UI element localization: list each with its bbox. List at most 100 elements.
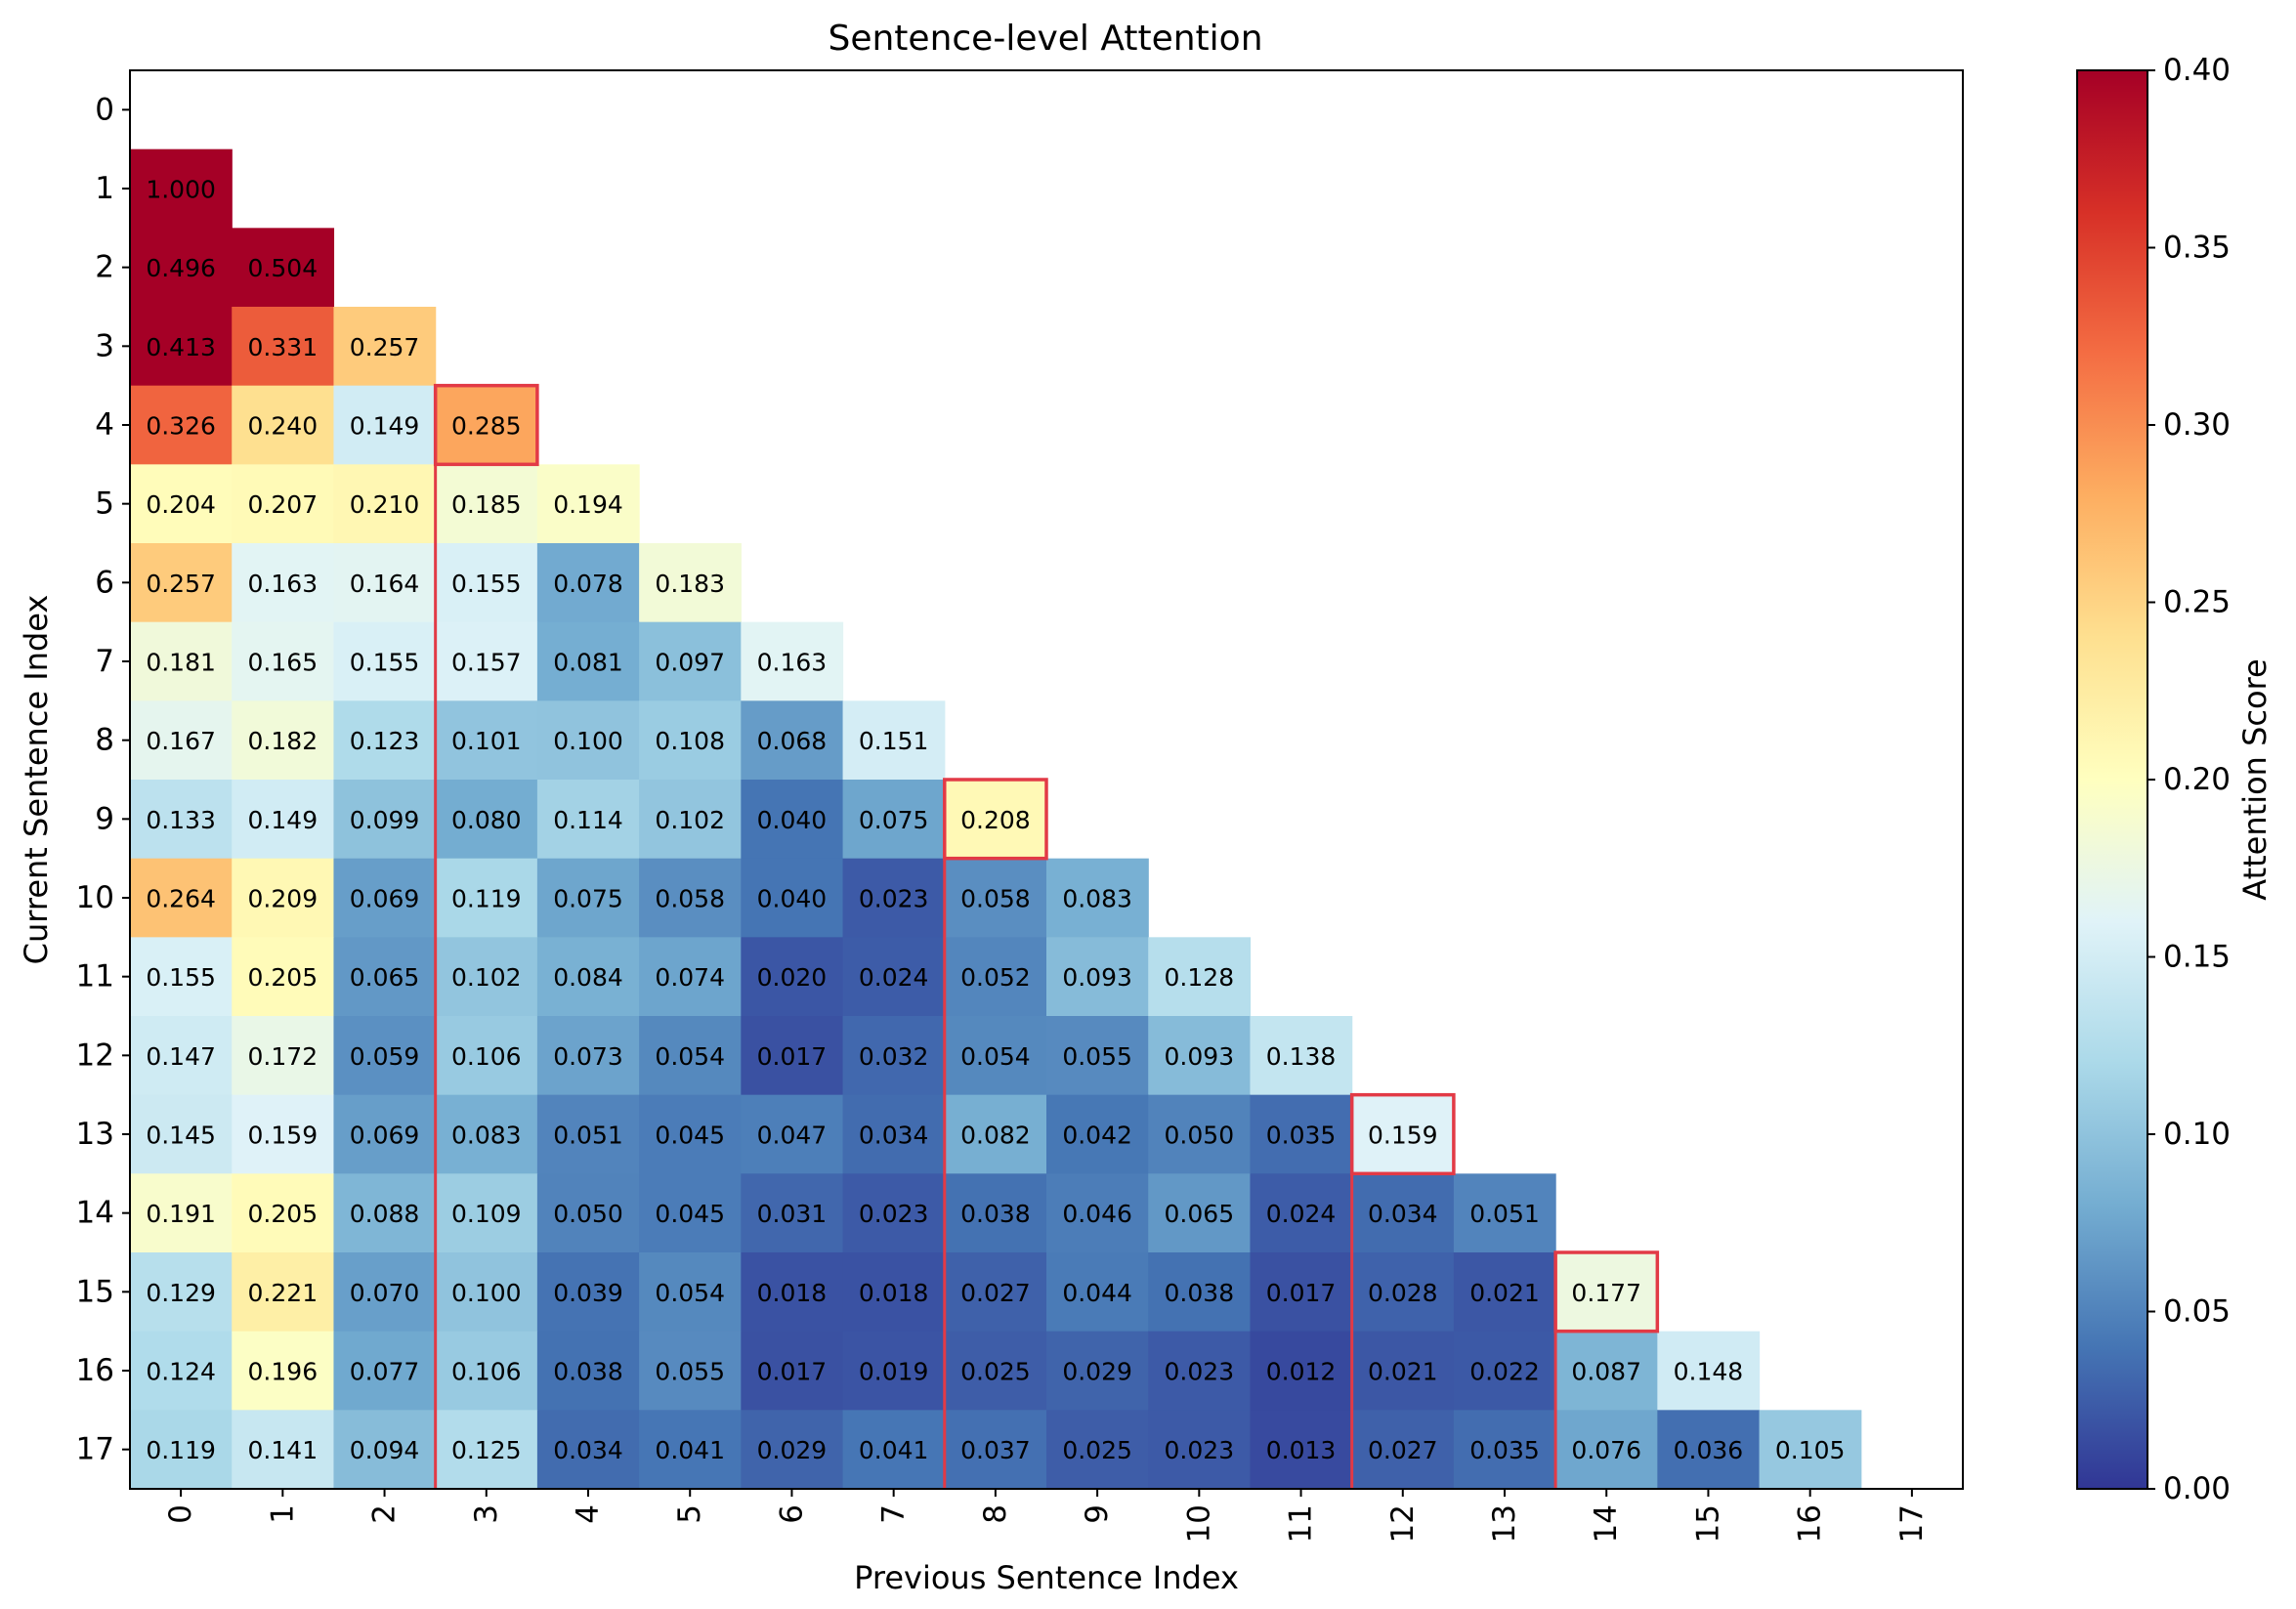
colorbar-tick-label-0.30: 0.30 — [2163, 407, 2231, 443]
heatmap-cell-r17-c16 — [1759, 1410, 1862, 1490]
cell-value-r6-c5: 0.183 — [655, 570, 725, 598]
cell-value-r8-c1: 0.182 — [248, 727, 319, 755]
cell-value-r17-c6: 0.029 — [757, 1436, 828, 1464]
heatmap-cell-r15-c0 — [130, 1252, 233, 1333]
heatmap-cell-r6-c0 — [130, 543, 233, 623]
colorbar-tick-label-0.35: 0.35 — [2163, 231, 2231, 266]
y-tick-label-2: 2 — [95, 250, 114, 285]
cell-value-r16-c13: 0.022 — [1469, 1358, 1540, 1386]
cell-value-r8-c7: 0.151 — [859, 727, 929, 755]
colorbar-tick-label-0.10: 0.10 — [2163, 1117, 2231, 1152]
cell-value-r3-c1: 0.331 — [248, 333, 319, 361]
cell-value-r15-c12: 0.028 — [1368, 1279, 1438, 1307]
cell-value-r13-c4: 0.051 — [553, 1122, 623, 1150]
heatmap-cell-r16-c11 — [1250, 1331, 1353, 1411]
plot-frame — [129, 69, 1964, 1490]
heatmap-cell-r5-c0 — [130, 464, 233, 544]
x-tick-label-15: 15 — [1690, 1504, 1725, 1543]
heatmap-cell-r13-c2 — [333, 1094, 437, 1174]
chart-title: Sentence-level Attention — [828, 19, 1262, 59]
cell-value-r14-c7: 0.023 — [859, 1200, 929, 1228]
cell-value-r10-c1: 0.209 — [248, 885, 319, 913]
heatmap-cell-r10-c3 — [435, 858, 538, 938]
x-tick-label-1: 1 — [265, 1504, 300, 1524]
heatmap-cell-r15-c13 — [1453, 1252, 1556, 1333]
cell-value-r17-c8: 0.037 — [960, 1436, 1031, 1464]
cell-value-r12-c2: 0.059 — [350, 1042, 420, 1071]
cell-value-r15-c2: 0.070 — [350, 1279, 420, 1307]
heatmap-cell-r12-c7 — [842, 1016, 946, 1096]
cell-value-r8-c2: 0.123 — [350, 727, 420, 755]
cell-value-r7-c3: 0.157 — [451, 649, 522, 677]
y-tick-label-13: 13 — [76, 1117, 114, 1152]
cell-value-r13-c11: 0.035 — [1266, 1122, 1337, 1150]
heatmap-cell-r7-c5 — [639, 621, 742, 701]
heatmap-cell-r5-c3 — [435, 464, 538, 544]
heatmap-cell-r12-c0 — [130, 1016, 233, 1096]
heatmap-cell-r10-c5 — [639, 858, 742, 938]
heatmap-cell-r12-c8 — [944, 1016, 1047, 1096]
heatmap-cell-r14-c0 — [130, 1173, 233, 1253]
heatmap-cell-r15-c12 — [1351, 1252, 1455, 1333]
heatmap-cell-r11-c10 — [1148, 937, 1252, 1017]
y-tick-label-3: 3 — [95, 328, 114, 363]
cell-value-r5-c1: 0.207 — [248, 490, 319, 519]
cell-value-r16-c5: 0.055 — [655, 1358, 725, 1386]
cell-value-r9-c3: 0.080 — [451, 806, 522, 834]
heatmap-cell-r17-c11 — [1250, 1410, 1353, 1490]
cell-value-r9-c1: 0.149 — [248, 806, 319, 834]
x-tick-label-4: 4 — [571, 1504, 606, 1524]
colorbar — [2076, 69, 2148, 1490]
heatmap-cell-r16-c5 — [639, 1331, 742, 1411]
heatmap-cell-r13-c5 — [639, 1094, 742, 1174]
heatmap-cell-r8-c1 — [232, 700, 335, 781]
heatmap-cell-r14-c1 — [232, 1173, 335, 1253]
x-axis-ticks: 0 1 2 3 4 5 6 7 8 9 10 11 12 13 14 15 16 17 — [163, 1489, 1930, 1543]
heatmap-cell-r11-c3 — [435, 937, 538, 1017]
heatmap-cell-r11-c2 — [333, 937, 437, 1017]
cell-value-r12-c1: 0.172 — [248, 1042, 319, 1071]
cell-value-r16-c2: 0.077 — [350, 1358, 420, 1386]
cell-value-r8-c6: 0.068 — [757, 727, 828, 755]
cell-value-r5-c2: 0.210 — [350, 490, 420, 519]
cell-value-r11-c5: 0.074 — [655, 963, 725, 992]
cell-value-r16-c9: 0.029 — [1062, 1358, 1132, 1386]
x-tick-label-17: 17 — [1894, 1504, 1930, 1543]
heatmap-cell-r9-c1 — [232, 780, 335, 860]
y-tick-label-6: 6 — [95, 565, 114, 600]
heatmap-cell-r17-c14 — [1555, 1410, 1658, 1490]
cell-value-r11-c4: 0.084 — [553, 963, 623, 992]
x-tick-label-9: 9 — [1080, 1504, 1115, 1524]
cell-value-r12-c8: 0.054 — [960, 1042, 1031, 1071]
cell-value-r16-c1: 0.196 — [248, 1358, 319, 1386]
cell-value-r9-c2: 0.099 — [350, 806, 420, 834]
cell-value-r14-c1: 0.205 — [248, 1200, 319, 1228]
cell-value-r12-c9: 0.055 — [1062, 1042, 1132, 1071]
heatmap-cell-r6-c1 — [232, 543, 335, 623]
heatmap-cell-r9-c8 — [944, 780, 1047, 860]
cell-value-r13-c6: 0.047 — [757, 1122, 828, 1150]
heatmap-cell-r13-c11 — [1250, 1094, 1353, 1174]
heatmap-cell-r3-c2 — [333, 307, 437, 387]
heatmap-cell-r14-c11 — [1250, 1173, 1353, 1253]
heatmap-cell-r15-c11 — [1250, 1252, 1353, 1333]
heatmap-cells: 1.000 0.496 0.504 0.413 0.331 0.257 0.326 0.240… — [130, 148, 1862, 1490]
cell-value-r7-c2: 0.155 — [350, 649, 420, 677]
x-tick-label-10: 10 — [1181, 1504, 1216, 1543]
heatmap-cell-r7-c4 — [536, 621, 640, 701]
heatmap-cell-r8-c2 — [333, 700, 437, 781]
heatmap-cell-r16-c12 — [1351, 1331, 1455, 1411]
heatmap-cell-r14-c9 — [1046, 1173, 1149, 1253]
cell-value-r11-c2: 0.065 — [350, 963, 420, 992]
heatmap-cell-r11-c9 — [1046, 937, 1149, 1017]
cell-value-r4-c1: 0.240 — [248, 412, 319, 441]
cell-value-r15-c3: 0.100 — [451, 1279, 522, 1307]
cell-value-r8-c0: 0.167 — [146, 727, 216, 755]
x-axis-label: Previous Sentence Index — [854, 1559, 1239, 1596]
heatmap-cell-r11-c7 — [842, 937, 946, 1017]
heatmap-cell-r8-c7 — [842, 700, 946, 781]
heatmap-cell-r12-c11 — [1250, 1016, 1353, 1096]
cell-value-r17-c15: 0.036 — [1674, 1436, 1744, 1464]
heatmap-cell-r11-c6 — [741, 937, 844, 1017]
heatmap-cell-r9-c7 — [842, 780, 946, 860]
